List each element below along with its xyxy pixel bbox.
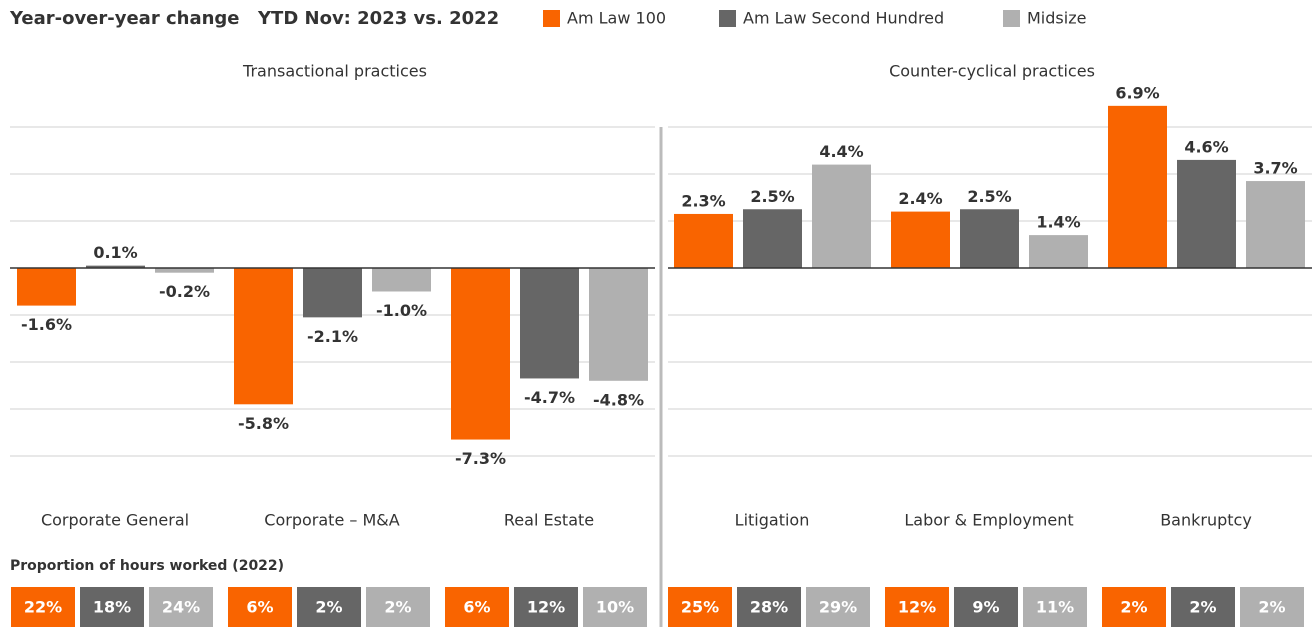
share-cell (668, 587, 732, 627)
share-cell (366, 587, 430, 627)
value-label: -4.7% (524, 388, 575, 407)
chart-subtitle: YTD Nov: 2023 vs. 2022 (257, 8, 499, 29)
value-label: 1.4% (1036, 213, 1080, 232)
panel-title: Transactional practices (242, 62, 427, 81)
share-cell (1240, 587, 1304, 627)
legend-swatch (1003, 10, 1020, 27)
share-cell (80, 587, 144, 627)
share-cell (885, 587, 949, 627)
bar (891, 211, 950, 268)
x-tick-label: Corporate – M&A (264, 511, 399, 530)
bar (155, 268, 214, 273)
x-tick-label: Real Estate (504, 511, 594, 530)
bar (372, 268, 431, 292)
bar (812, 164, 871, 268)
bar (1029, 235, 1088, 268)
share-label: 10% (596, 598, 634, 617)
value-label: -0.2% (159, 282, 210, 301)
bar (674, 213, 733, 268)
share-label: 18% (93, 598, 131, 617)
value-label: -5.8% (238, 414, 289, 433)
share-cell (1102, 587, 1166, 627)
bar (520, 268, 579, 379)
value-label: -7.3% (455, 449, 506, 468)
share-label: 29% (819, 598, 857, 617)
bar (303, 268, 362, 318)
share-label: 2% (1258, 598, 1285, 617)
share-label: 2% (384, 598, 411, 617)
x-tick-label: Litigation (735, 511, 810, 530)
legend-swatch (719, 10, 736, 27)
share-label: 2% (1189, 598, 1216, 617)
legend-label: Am Law Second Hundred (743, 9, 944, 28)
share-cell (1023, 587, 1087, 627)
share-cell (149, 587, 213, 627)
value-label: 4.6% (1184, 137, 1228, 156)
share-label: 24% (162, 598, 200, 617)
panel-title: Counter-cyclical practices (889, 62, 1095, 81)
legend-swatch (543, 10, 560, 27)
share-label: 22% (24, 598, 62, 617)
proportions-title: Proportion of hours worked (2022) (10, 558, 284, 574)
value-label: 6.9% (1115, 83, 1159, 102)
chart-title: Year-over-year change (9, 8, 240, 29)
bar (743, 209, 802, 268)
share-label: 25% (681, 598, 719, 617)
share-label: 6% (246, 598, 273, 617)
bar (1108, 105, 1167, 268)
bar (589, 268, 648, 381)
share-cell (228, 587, 292, 627)
value-label: 3.7% (1253, 159, 1297, 178)
share-cell (737, 587, 801, 627)
value-label: 2.5% (967, 187, 1011, 206)
share-cell (11, 587, 75, 627)
value-label: 4.4% (819, 142, 863, 161)
share-cell (1171, 587, 1235, 627)
value-label: 2.5% (750, 187, 794, 206)
share-cell (445, 587, 509, 627)
bar (234, 268, 293, 405)
share-label: 28% (750, 598, 788, 617)
value-label: -1.6% (21, 315, 72, 334)
legend-label: Midsize (1027, 9, 1086, 28)
bar (17, 268, 76, 306)
share-label: 12% (527, 598, 565, 617)
share-label: 9% (972, 598, 999, 617)
share-label: 6% (463, 598, 490, 617)
share-cell (806, 587, 870, 627)
share-label: 2% (1120, 598, 1147, 617)
value-label: 0.1% (93, 243, 137, 262)
x-tick-label: Labor & Employment (904, 511, 1073, 530)
bar (86, 265, 145, 268)
value-label: 2.3% (681, 191, 725, 210)
bar (960, 209, 1019, 268)
share-cell (583, 587, 647, 627)
value-label: -2.1% (307, 327, 358, 346)
bar (1246, 181, 1305, 268)
legend-label: Am Law 100 (567, 9, 666, 28)
share-label: 11% (1036, 598, 1074, 617)
bar (451, 268, 510, 440)
share-cell (954, 587, 1018, 627)
share-label: 2% (315, 598, 342, 617)
x-tick-label: Bankruptcy (1160, 511, 1252, 530)
x-tick-label: Corporate General (41, 511, 189, 530)
bar (1177, 159, 1236, 268)
value-label: 2.4% (898, 189, 942, 208)
share-cell (297, 587, 361, 627)
share-cell (514, 587, 578, 627)
value-label: -4.8% (593, 390, 644, 409)
share-label: 12% (898, 598, 936, 617)
value-label: -1.0% (376, 301, 427, 320)
